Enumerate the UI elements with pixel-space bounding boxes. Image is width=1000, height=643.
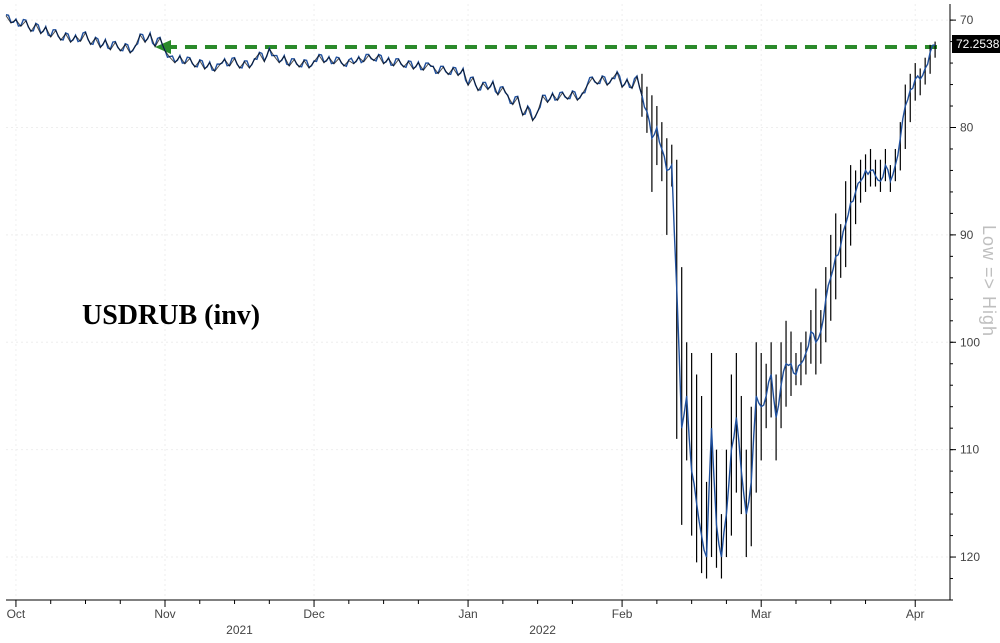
svg-text:Oct: Oct <box>7 607 26 621</box>
svg-text:80: 80 <box>960 120 974 134</box>
last-price-badge: 72.2538 <box>952 35 1000 53</box>
svg-text:Mar: Mar <box>751 607 772 621</box>
svg-text:120: 120 <box>960 550 980 564</box>
svg-text:Jan: Jan <box>458 607 477 621</box>
svg-text:2021: 2021 <box>226 623 253 637</box>
svg-text:Feb: Feb <box>612 607 633 621</box>
chart-container: 70 80 90 100 110 120 Oct Nov Dec Jan Feb Mar Apr 2021… <box>0 0 1000 643</box>
svg-text:70: 70 <box>960 13 974 27</box>
svg-text:Nov: Nov <box>154 607 175 621</box>
right-axis-label: Low => High <box>978 225 999 337</box>
svg-text:100: 100 <box>960 335 980 349</box>
svg-text:Apr: Apr <box>906 607 925 621</box>
svg-text:110: 110 <box>960 443 979 457</box>
chart-title: USDRUB (inv) <box>82 300 260 332</box>
svg-text:Dec: Dec <box>303 607 324 621</box>
svg-text:2022: 2022 <box>529 623 556 637</box>
svg-text:90: 90 <box>960 228 974 242</box>
